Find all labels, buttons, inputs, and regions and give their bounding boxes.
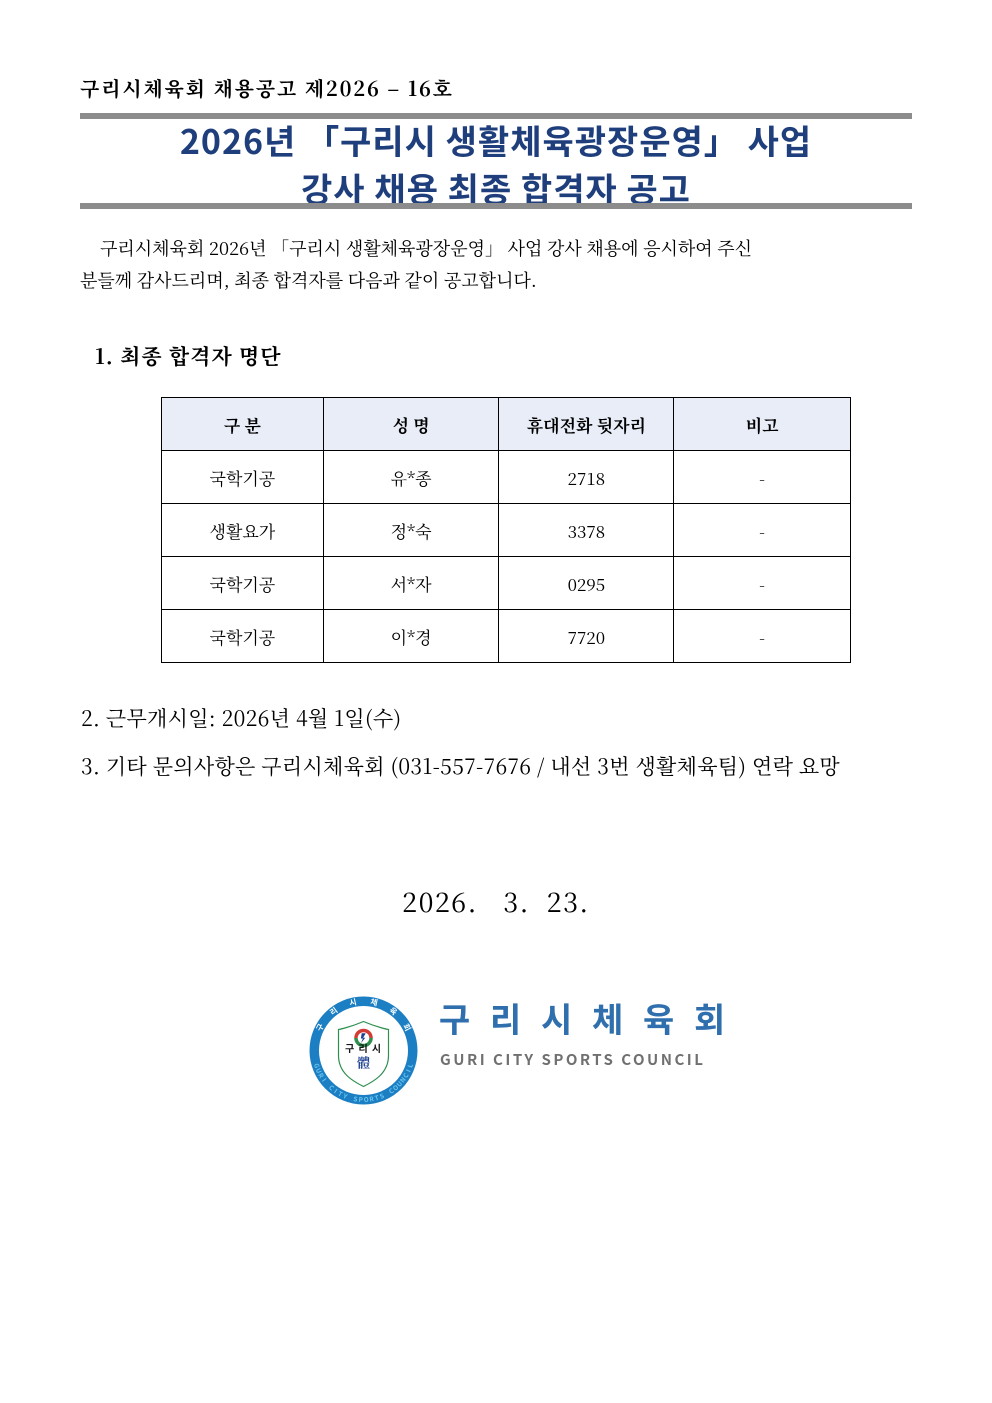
svg-text:P: P [358, 1095, 363, 1104]
svg-text:體: 體 [357, 1053, 370, 1072]
